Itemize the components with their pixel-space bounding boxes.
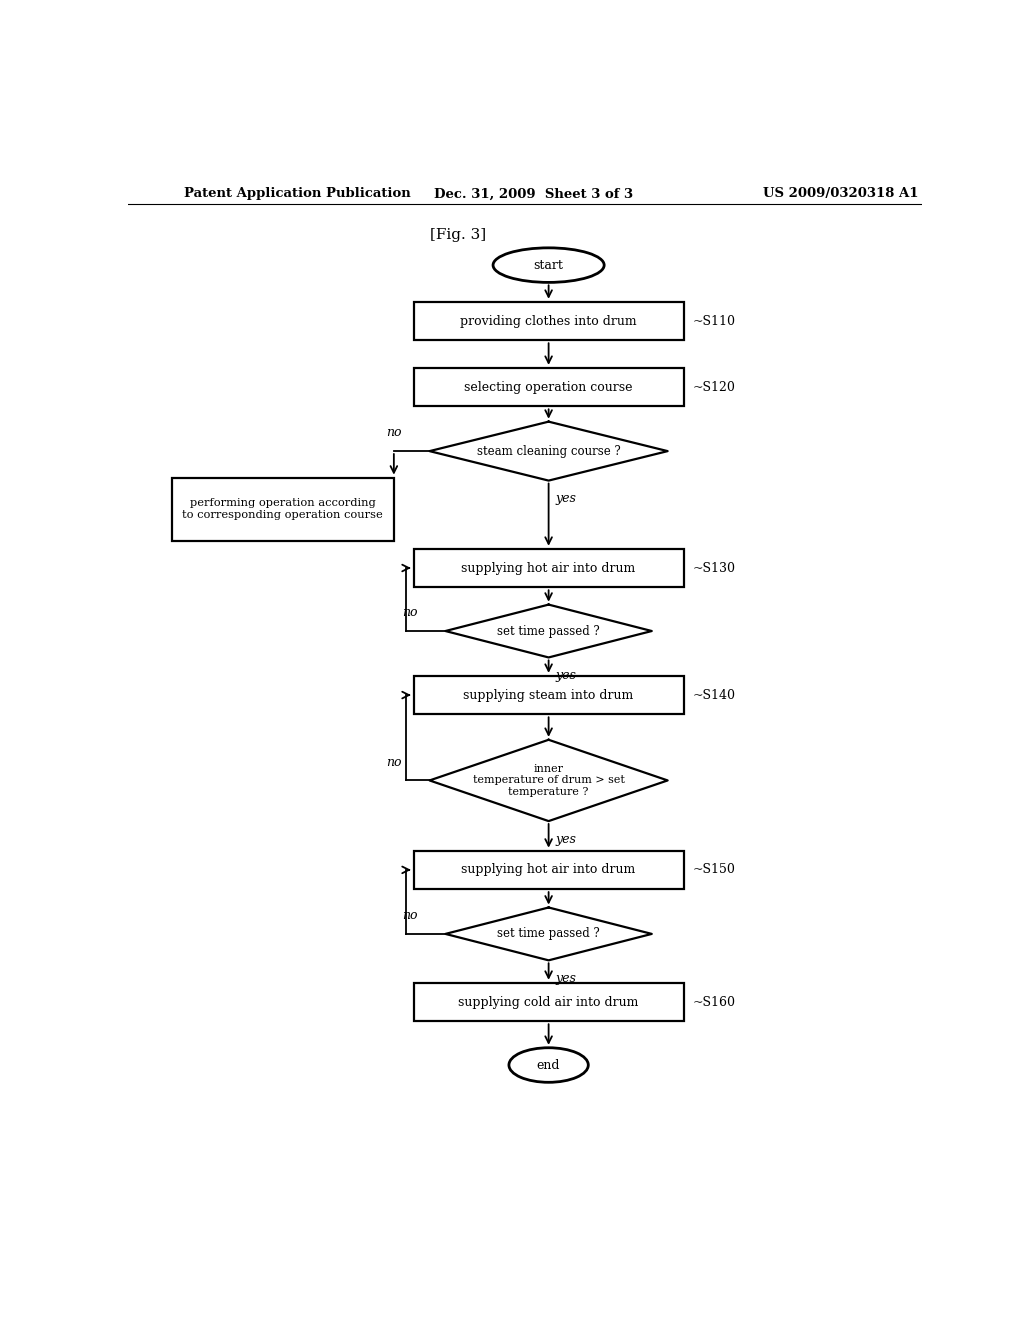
Text: no: no bbox=[386, 426, 401, 440]
Text: start: start bbox=[534, 259, 563, 272]
Text: supplying hot air into drum: supplying hot air into drum bbox=[462, 863, 636, 876]
Text: inner
temperature of drum > set
temperature ?: inner temperature of drum > set temperat… bbox=[473, 764, 625, 797]
Text: Patent Application Publication: Patent Application Publication bbox=[183, 187, 411, 201]
Text: end: end bbox=[537, 1059, 560, 1072]
Text: [Fig. 3]: [Fig. 3] bbox=[430, 227, 485, 242]
Text: supplying cold air into drum: supplying cold air into drum bbox=[459, 995, 639, 1008]
Text: Dec. 31, 2009  Sheet 3 of 3: Dec. 31, 2009 Sheet 3 of 3 bbox=[433, 187, 633, 201]
Text: US 2009/0320318 A1: US 2009/0320318 A1 bbox=[763, 187, 919, 201]
Text: ~S140: ~S140 bbox=[693, 689, 736, 701]
Text: performing operation according
to corresponding operation course: performing operation according to corres… bbox=[182, 498, 383, 520]
Bar bbox=[414, 368, 684, 407]
Text: selecting operation course: selecting operation course bbox=[464, 380, 633, 393]
Text: no: no bbox=[402, 909, 418, 923]
Text: set time passed ?: set time passed ? bbox=[498, 928, 600, 940]
Text: yes: yes bbox=[556, 492, 577, 506]
Text: supplying steam into drum: supplying steam into drum bbox=[464, 689, 634, 701]
Text: yes: yes bbox=[556, 972, 577, 985]
Text: ~S130: ~S130 bbox=[693, 561, 736, 574]
Text: yes: yes bbox=[556, 833, 577, 846]
Text: no: no bbox=[386, 755, 401, 768]
Bar bbox=[172, 478, 394, 541]
Bar bbox=[414, 302, 684, 341]
Bar bbox=[414, 982, 684, 1022]
Bar bbox=[414, 549, 684, 587]
Text: ~S160: ~S160 bbox=[693, 995, 736, 1008]
Text: ~S110: ~S110 bbox=[693, 314, 736, 327]
Text: supplying hot air into drum: supplying hot air into drum bbox=[462, 561, 636, 574]
Text: providing clothes into drum: providing clothes into drum bbox=[461, 314, 637, 327]
Text: yes: yes bbox=[556, 669, 577, 682]
Text: no: no bbox=[402, 606, 418, 619]
Bar bbox=[414, 676, 684, 714]
Text: steam cleaning course ?: steam cleaning course ? bbox=[477, 445, 621, 458]
Text: ~S120: ~S120 bbox=[693, 380, 736, 393]
Text: ~S150: ~S150 bbox=[693, 863, 736, 876]
Bar bbox=[414, 850, 684, 890]
Text: set time passed ?: set time passed ? bbox=[498, 624, 600, 638]
